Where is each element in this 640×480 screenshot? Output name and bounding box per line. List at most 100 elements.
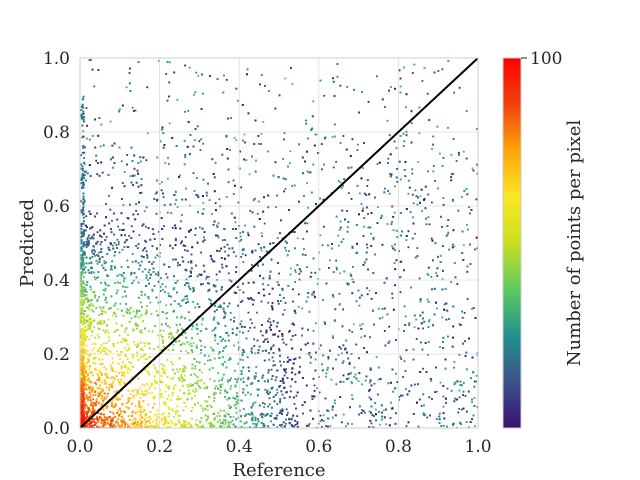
- data-point: [469, 243, 471, 246]
- data-point: [177, 419, 180, 421]
- data-point: [188, 275, 191, 278]
- data-point: [287, 356, 289, 359]
- data-point: [282, 158, 284, 160]
- data-point: [272, 364, 275, 367]
- data-point: [279, 354, 281, 357]
- data-point: [376, 75, 378, 78]
- data-point: [118, 381, 120, 384]
- data-point: [288, 329, 291, 332]
- data-point: [192, 342, 195, 345]
- data-point: [221, 263, 223, 266]
- data-point: [254, 422, 256, 425]
- data-point: [312, 100, 315, 103]
- data-point: [333, 123, 336, 126]
- data-point: [435, 418, 438, 420]
- data-point: [133, 396, 135, 399]
- data-point: [411, 172, 414, 175]
- data-point: [193, 139, 196, 142]
- data-point: [201, 323, 203, 326]
- data-point: [297, 306, 300, 308]
- data-point: [363, 225, 365, 228]
- data-point: [125, 406, 128, 408]
- data-point: [441, 68, 444, 71]
- data-point: [283, 374, 286, 377]
- data-point: [295, 394, 298, 397]
- data-point: [284, 77, 287, 80]
- data-point: [144, 268, 147, 271]
- data-point: [241, 253, 244, 255]
- data-point: [91, 343, 94, 346]
- data-point: [441, 165, 444, 167]
- data-point: [168, 336, 170, 338]
- data-point: [86, 238, 89, 241]
- data-point: [203, 382, 206, 385]
- data-point: [219, 415, 221, 417]
- data-point: [134, 322, 137, 325]
- data-point: [90, 322, 93, 325]
- data-point: [282, 341, 285, 344]
- data-point: [346, 210, 348, 212]
- data-point: [267, 301, 270, 304]
- data-point: [289, 150, 292, 153]
- data-point: [160, 394, 162, 397]
- data-point: [296, 423, 299, 425]
- data-point: [417, 425, 420, 428]
- data-point: [252, 404, 254, 407]
- data-point: [256, 212, 259, 215]
- data-point: [427, 274, 430, 277]
- data-point: [243, 248, 245, 251]
- data-point: [214, 336, 217, 338]
- data-point: [119, 282, 122, 284]
- data-point: [364, 411, 366, 414]
- data-point: [405, 388, 407, 390]
- data-point: [249, 326, 252, 329]
- data-point: [279, 424, 281, 426]
- data-point: [146, 132, 149, 135]
- data-point: [156, 380, 159, 383]
- data-point: [305, 119, 307, 122]
- data-point: [457, 209, 460, 212]
- data-point: [197, 74, 200, 77]
- data-point: [244, 254, 247, 257]
- data-point: [284, 246, 287, 249]
- data-point: [143, 344, 146, 347]
- data-point: [357, 380, 360, 382]
- data-point: [195, 374, 197, 377]
- data-point: [206, 359, 209, 362]
- data-point: [363, 217, 366, 219]
- data-point: [242, 291, 245, 294]
- data-point: [422, 327, 424, 330]
- data-point: [396, 381, 399, 383]
- data-point: [281, 408, 284, 411]
- data-point: [242, 377, 245, 380]
- data-point: [260, 232, 263, 235]
- data-point: [345, 425, 347, 428]
- data-point: [142, 248, 145, 251]
- data-point: [167, 163, 170, 165]
- data-point: [104, 311, 107, 314]
- data-point: [156, 254, 159, 257]
- data-point: [142, 394, 145, 397]
- data-point: [434, 180, 436, 182]
- data-point: [121, 275, 124, 278]
- data-point: [294, 269, 296, 272]
- data-point: [242, 359, 244, 361]
- data-point: [88, 325, 91, 327]
- data-point: [471, 167, 474, 170]
- data-point: [426, 272, 429, 275]
- data-point: [452, 172, 454, 175]
- data-point: [336, 75, 339, 78]
- data-point: [195, 360, 198, 363]
- data-point: [164, 402, 167, 405]
- data-point: [340, 187, 343, 189]
- data-point: [173, 415, 175, 418]
- data-point: [240, 255, 243, 258]
- data-point: [314, 322, 317, 325]
- data-point: [121, 422, 124, 424]
- data-point: [103, 350, 105, 352]
- data-point: [274, 379, 277, 382]
- data-point: [381, 316, 384, 319]
- data-point: [291, 417, 293, 420]
- data-point: [459, 380, 462, 383]
- data-point: [108, 386, 111, 389]
